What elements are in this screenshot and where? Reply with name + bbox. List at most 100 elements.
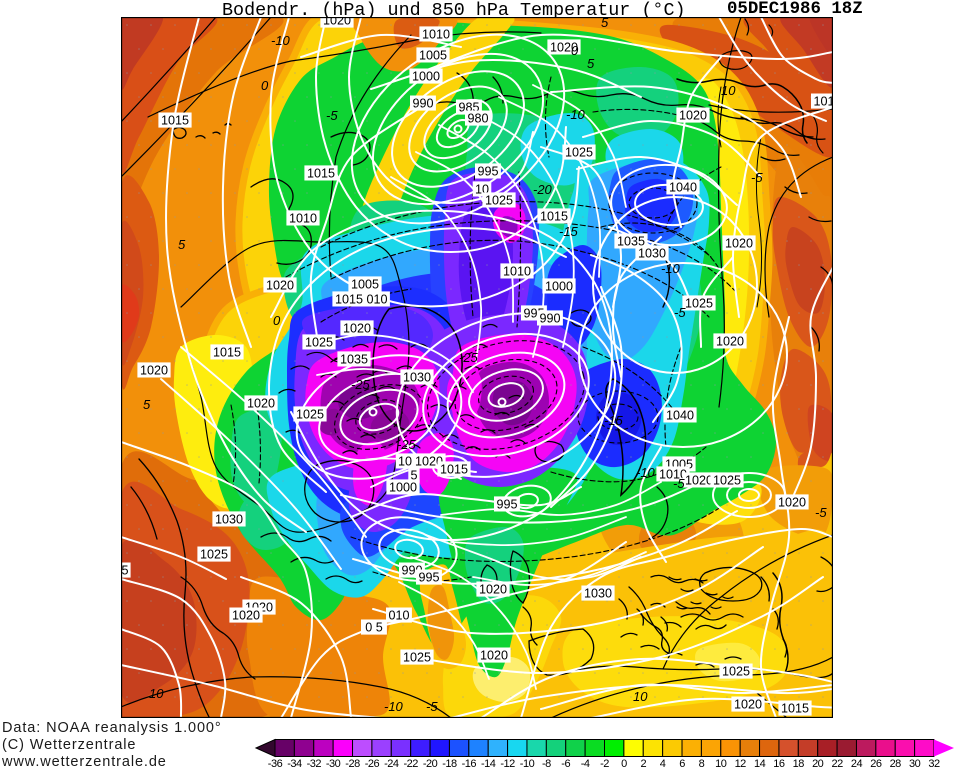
svg-text:1025: 1025 bbox=[485, 194, 513, 208]
svg-text:1035: 1035 bbox=[617, 235, 645, 249]
svg-text:5: 5 bbox=[587, 56, 595, 71]
svg-text:1025: 1025 bbox=[403, 651, 431, 665]
svg-text:1020: 1020 bbox=[266, 279, 294, 293]
svg-text:10: 10 bbox=[721, 83, 736, 98]
svg-text:10: 10 bbox=[149, 686, 164, 701]
svg-text:1025: 1025 bbox=[685, 297, 713, 311]
svg-text:1000: 1000 bbox=[389, 481, 417, 495]
svg-text:2: 2 bbox=[640, 758, 646, 768]
svg-text:-2: -2 bbox=[600, 758, 609, 768]
svg-text:-16: -16 bbox=[462, 758, 477, 768]
svg-text:1020: 1020 bbox=[734, 698, 762, 712]
svg-text:1010: 1010 bbox=[289, 212, 317, 226]
svg-text:1030: 1030 bbox=[584, 587, 612, 601]
svg-text:1015: 1015 bbox=[307, 167, 335, 181]
svg-text:1015: 1015 bbox=[213, 346, 241, 360]
svg-text:1000: 1000 bbox=[545, 280, 573, 294]
svg-text:1020: 1020 bbox=[725, 237, 753, 251]
svg-text:-25: -25 bbox=[351, 377, 371, 392]
svg-text:1015: 1015 bbox=[335, 293, 363, 307]
svg-text:1025: 1025 bbox=[713, 474, 741, 488]
svg-text:0: 0 bbox=[571, 43, 579, 58]
svg-text:24: 24 bbox=[851, 758, 863, 768]
svg-text:-20: -20 bbox=[533, 182, 553, 197]
svg-text:1025: 1025 bbox=[722, 665, 750, 679]
svg-text:1020: 1020 bbox=[550, 41, 578, 55]
svg-text:-5: -5 bbox=[751, 170, 763, 185]
svg-text:5: 5 bbox=[410, 469, 417, 483]
svg-text:1025: 1025 bbox=[200, 548, 228, 562]
svg-text:1020: 1020 bbox=[716, 335, 744, 349]
svg-text:010: 010 bbox=[388, 609, 409, 623]
svg-text:1025: 1025 bbox=[565, 146, 593, 160]
svg-text:-4: -4 bbox=[581, 758, 590, 768]
svg-text:1000: 1000 bbox=[412, 70, 440, 84]
svg-text:980: 980 bbox=[467, 112, 488, 126]
svg-text:-5: -5 bbox=[815, 505, 827, 520]
svg-text:-15: -15 bbox=[559, 224, 579, 239]
svg-text:995: 995 bbox=[418, 571, 439, 585]
svg-text:-30: -30 bbox=[326, 758, 341, 768]
svg-text:-25: -25 bbox=[459, 350, 479, 365]
svg-text:30: 30 bbox=[909, 758, 921, 768]
svg-text:1020: 1020 bbox=[343, 322, 371, 336]
svg-text:5: 5 bbox=[601, 17, 609, 30]
svg-text:-22: -22 bbox=[403, 758, 418, 768]
svg-text:1025: 1025 bbox=[305, 336, 333, 350]
svg-text:1020: 1020 bbox=[778, 496, 806, 510]
svg-text:-20: -20 bbox=[423, 758, 438, 768]
svg-text:010: 010 bbox=[366, 293, 387, 307]
svg-text:-26: -26 bbox=[365, 758, 380, 768]
svg-text:6: 6 bbox=[679, 758, 685, 768]
svg-text:1020: 1020 bbox=[679, 109, 707, 123]
svg-text:0: 0 bbox=[261, 78, 269, 93]
svg-text:26: 26 bbox=[870, 758, 882, 768]
svg-text:10: 10 bbox=[633, 689, 648, 704]
svg-text:995: 995 bbox=[477, 165, 498, 179]
svg-text:-28: -28 bbox=[345, 758, 360, 768]
svg-text:18: 18 bbox=[793, 758, 805, 768]
svg-text:10: 10 bbox=[715, 758, 727, 768]
svg-text:1020: 1020 bbox=[685, 474, 713, 488]
svg-text:-10: -10 bbox=[520, 758, 535, 768]
svg-text:-10: -10 bbox=[566, 107, 586, 122]
svg-text:1015: 1015 bbox=[440, 463, 468, 477]
svg-text:-25: -25 bbox=[397, 437, 417, 452]
svg-text:-10: -10 bbox=[636, 465, 656, 480]
svg-text:-5: -5 bbox=[673, 476, 685, 491]
svg-text:4: 4 bbox=[660, 758, 666, 768]
svg-text:1020: 1020 bbox=[415, 455, 443, 469]
svg-text:1015: 1015 bbox=[781, 702, 809, 716]
svg-text:28: 28 bbox=[890, 758, 902, 768]
svg-text:1040: 1040 bbox=[666, 409, 694, 423]
svg-text:-12: -12 bbox=[500, 758, 515, 768]
svg-text:995: 995 bbox=[496, 498, 517, 512]
svg-text:1040: 1040 bbox=[669, 181, 697, 195]
svg-text:-24: -24 bbox=[384, 758, 399, 768]
svg-text:-10: -10 bbox=[384, 699, 404, 714]
svg-text:-10: -10 bbox=[271, 33, 291, 48]
svg-text:1010: 1010 bbox=[503, 265, 531, 279]
svg-text:0: 0 bbox=[273, 313, 281, 328]
svg-text:1020: 1020 bbox=[480, 649, 508, 663]
svg-text:-34: -34 bbox=[287, 758, 302, 768]
svg-text:-14: -14 bbox=[481, 758, 496, 768]
svg-text:1010: 1010 bbox=[659, 468, 687, 482]
svg-text:-5: -5 bbox=[426, 699, 438, 714]
svg-text:990: 990 bbox=[412, 97, 433, 111]
svg-text:8: 8 bbox=[699, 758, 705, 768]
svg-text:1020: 1020 bbox=[247, 397, 275, 411]
svg-text:1030: 1030 bbox=[215, 513, 243, 527]
svg-text:1020: 1020 bbox=[479, 583, 507, 597]
svg-text:10: 10 bbox=[398, 455, 412, 469]
svg-text:1025: 1025 bbox=[296, 408, 324, 422]
svg-text:1030: 1030 bbox=[638, 247, 666, 261]
svg-text:-6: -6 bbox=[561, 758, 570, 768]
svg-text:-8: -8 bbox=[542, 758, 551, 768]
svg-text:22: 22 bbox=[831, 758, 843, 768]
svg-text:1010: 1010 bbox=[422, 28, 450, 42]
svg-text:1015: 1015 bbox=[161, 114, 189, 128]
svg-text:-5: -5 bbox=[326, 108, 338, 123]
svg-text:1005: 1005 bbox=[351, 278, 379, 292]
svg-text:-18: -18 bbox=[442, 758, 457, 768]
